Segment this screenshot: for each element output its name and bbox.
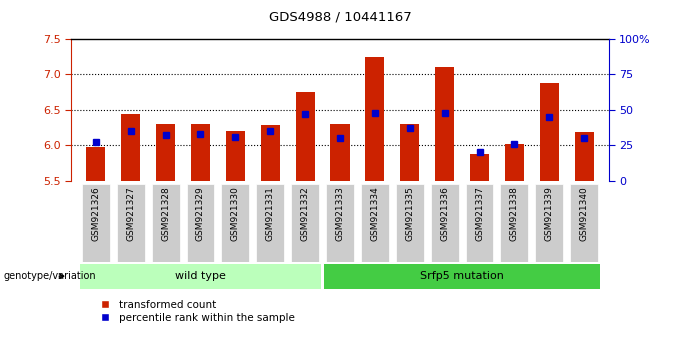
Text: GSM921339: GSM921339 — [545, 187, 554, 241]
Text: genotype/variation: genotype/variation — [3, 271, 96, 281]
Bar — [470, 154, 489, 181]
FancyBboxPatch shape — [152, 184, 180, 262]
Text: GSM921329: GSM921329 — [196, 187, 205, 241]
FancyBboxPatch shape — [361, 184, 389, 262]
FancyBboxPatch shape — [396, 184, 424, 262]
FancyBboxPatch shape — [82, 184, 109, 262]
Legend: transformed count, percentile rank within the sample: transformed count, percentile rank withi… — [90, 296, 299, 327]
FancyBboxPatch shape — [256, 184, 284, 262]
Bar — [435, 67, 454, 181]
Bar — [575, 132, 594, 181]
Bar — [365, 57, 384, 181]
FancyBboxPatch shape — [186, 184, 214, 262]
Bar — [296, 92, 315, 181]
FancyBboxPatch shape — [571, 184, 598, 262]
Bar — [191, 124, 210, 181]
FancyBboxPatch shape — [117, 184, 145, 262]
FancyBboxPatch shape — [466, 184, 494, 262]
Text: GSM921330: GSM921330 — [231, 187, 240, 241]
Text: Srfp5 mutation: Srfp5 mutation — [420, 271, 504, 281]
Text: GSM921336: GSM921336 — [440, 187, 449, 241]
Text: GSM921338: GSM921338 — [510, 187, 519, 241]
Bar — [226, 131, 245, 181]
Bar — [330, 124, 350, 181]
Text: GDS4988 / 10441167: GDS4988 / 10441167 — [269, 11, 411, 24]
Text: GSM921335: GSM921335 — [405, 187, 414, 241]
Text: GSM921332: GSM921332 — [301, 187, 309, 241]
Text: GSM921327: GSM921327 — [126, 187, 135, 241]
FancyBboxPatch shape — [500, 184, 528, 262]
Bar — [86, 147, 105, 181]
Bar — [156, 124, 175, 181]
FancyBboxPatch shape — [430, 184, 458, 262]
FancyBboxPatch shape — [324, 264, 600, 289]
Bar — [121, 114, 140, 181]
Text: GSM921333: GSM921333 — [335, 187, 345, 241]
Text: GSM921331: GSM921331 — [266, 187, 275, 241]
Bar — [540, 83, 559, 181]
Bar — [505, 144, 524, 181]
Text: GSM921328: GSM921328 — [161, 187, 170, 241]
Text: GSM921326: GSM921326 — [91, 187, 101, 241]
Text: wild type: wild type — [175, 271, 226, 281]
Text: GSM921340: GSM921340 — [579, 187, 589, 241]
Text: GSM921337: GSM921337 — [475, 187, 484, 241]
FancyBboxPatch shape — [80, 264, 321, 289]
FancyBboxPatch shape — [326, 184, 354, 262]
Bar — [260, 125, 280, 181]
FancyBboxPatch shape — [291, 184, 319, 262]
Bar — [400, 124, 420, 181]
FancyBboxPatch shape — [535, 184, 563, 262]
FancyBboxPatch shape — [222, 184, 250, 262]
Text: GSM921334: GSM921334 — [371, 187, 379, 241]
